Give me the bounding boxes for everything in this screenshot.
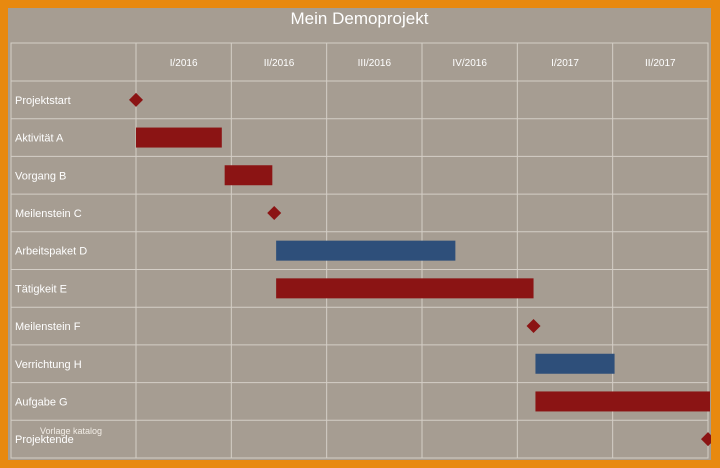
task-bar: [535, 353, 615, 374]
task-bar: [535, 391, 710, 412]
period-header: III/2016: [358, 58, 392, 69]
task-bar: [276, 240, 456, 261]
chart-frame: Mein Demoprojekt I/2016 II/2016 III/2016 IV…: [8, 8, 711, 460]
task-label: Projektstart: [15, 95, 71, 107]
chart-title: Mein Demoprojekt: [290, 9, 429, 28]
period-header: II/2016: [264, 58, 295, 69]
task-label: Verrichtung H: [15, 359, 82, 371]
task-label: Meilenstein F: [15, 321, 81, 333]
task-label: Projektende: [15, 434, 74, 446]
milestone-diamond: [526, 319, 541, 334]
period-header: I/2016: [170, 58, 198, 69]
task-label: Aufgabe G: [15, 396, 68, 408]
task-bar: [276, 278, 534, 299]
task-label: Tätigkeit E: [15, 283, 67, 295]
gantt-chart: I/2016 II/2016 III/2016 IV/2016 I/2017 II/201…: [10, 42, 711, 459]
task-label: Arbeitspaket D: [15, 246, 87, 258]
task-bar: [136, 127, 222, 148]
period-header: I/2017: [551, 58, 579, 69]
task-label: Meilenstein C: [15, 208, 82, 220]
milestone-diamond: [701, 432, 711, 447]
watermark-text: Vorlage katalog: [40, 426, 103, 436]
milestone-diamond: [267, 205, 282, 220]
period-header: IV/2016: [452, 58, 487, 69]
task-label: Vorgang B: [15, 170, 66, 182]
task-label: Aktivität A: [15, 133, 64, 145]
period-header: II/2017: [645, 58, 676, 69]
milestone-diamond: [129, 92, 143, 107]
task-bar: [224, 165, 273, 186]
